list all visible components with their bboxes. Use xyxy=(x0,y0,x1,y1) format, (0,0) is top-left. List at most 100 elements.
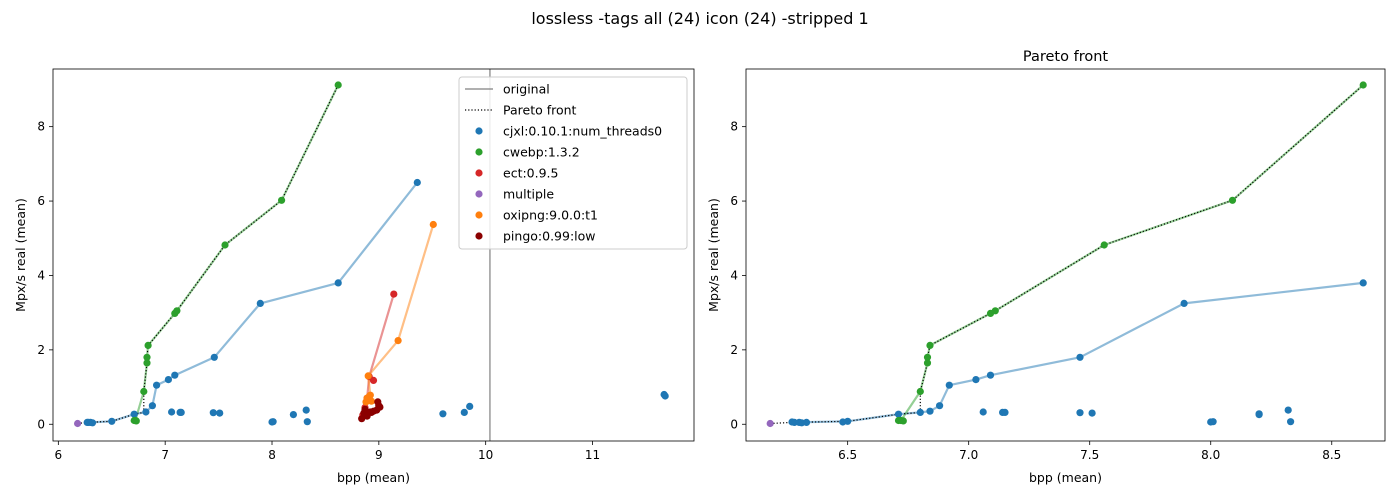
pareto-front-chart: Pareto front 6.5 7.0 7.5 8.0 8.5 0 2 4 6 8 bpp (mea… xyxy=(706,49,1386,485)
data-point-ect-0-9-5 xyxy=(369,376,378,384)
legend: original Pareto front cjxl:0.10.1:num_thre… xyxy=(458,76,688,250)
legend-label: cjxl:0.10.1:num_threads0 xyxy=(503,124,662,139)
data-point-cjxl-0-10-1-num-threads0 xyxy=(216,409,224,417)
data-point-cjxl-0-10-1-num-threads0 xyxy=(894,410,903,418)
legend-item-original: original xyxy=(465,82,550,97)
data-point-oxipng-9-0-0-t1 xyxy=(367,397,375,405)
legend-swatch-point xyxy=(475,211,483,219)
legend-swatch-point xyxy=(475,190,483,198)
series-line-cwebp-1-3-2 xyxy=(134,84,340,421)
legend-item-pareto-front: Pareto front xyxy=(465,103,577,118)
data-point-cjxl-0-10-1-num-threads0 xyxy=(979,408,987,416)
x-tick-label: 6.5 xyxy=(838,448,857,462)
data-point-cjxl-0-10-1-num-threads0 xyxy=(1287,418,1295,426)
data-point-cjxl-0-10-1-num-threads0 xyxy=(916,408,924,416)
legend-label: oxipng:9.0.0:t1 xyxy=(503,208,598,223)
plot-area xyxy=(766,81,1367,428)
x-tick-label: 8 xyxy=(268,448,276,462)
data-point-cjxl-0-10-1-num-threads0 xyxy=(1076,409,1084,417)
legend-item-cjxl-0-10-1-num-threads0: cjxl:0.10.1:num_threads0 xyxy=(475,124,662,139)
data-point-cjxl-0-10-1-num-threads0 xyxy=(153,381,161,389)
data-point-cjxl-0-10-1-num-threads0 xyxy=(130,410,138,418)
data-point-cwebp-1-3-2 xyxy=(278,196,286,204)
data-point-cwebp-1-3-2 xyxy=(132,417,140,425)
data-point-cjxl-0-10-1-num-threads0 xyxy=(986,371,995,379)
axes-frame xyxy=(745,68,1386,442)
figure-suptitle: lossless -tags all (24) icon (24) -strip… xyxy=(531,9,868,28)
data-point-cwebp-1-3-2 xyxy=(221,241,229,249)
data-point-cjxl-0-10-1-num-threads0 xyxy=(303,418,311,426)
series-line-cwebp-1-3-2 xyxy=(899,84,1364,422)
data-point-cjxl-0-10-1-num-threads0 xyxy=(460,408,468,416)
data-point-cjxl-0-10-1-num-threads0 xyxy=(802,418,811,426)
pareto-front-line xyxy=(770,84,1364,425)
data-point-cwebp-1-3-2 xyxy=(923,359,932,367)
legend-swatch-point xyxy=(475,169,483,177)
data-point-cwebp-1-3-2 xyxy=(899,417,907,425)
series-line-cjxl-0-10-1-num-threads0 xyxy=(90,181,419,424)
pareto-front-line xyxy=(77,84,339,425)
data-point-cwebp-1-3-2 xyxy=(173,307,181,315)
legend-swatch-point xyxy=(475,127,483,135)
data-point-cjxl-0-10-1-num-threads0 xyxy=(142,408,150,416)
data-point-cjxl-0-10-1-num-threads0 xyxy=(945,381,953,389)
data-point-cjxl-0-10-1-num-threads0 xyxy=(168,408,176,416)
data-point-cjxl-0-10-1-num-threads0 xyxy=(177,408,185,416)
data-point-cwebp-1-3-2 xyxy=(1228,196,1237,204)
y-axis-label: Mpx/s real (mean) xyxy=(13,198,28,312)
data-point-cjxl-0-10-1-num-threads0 xyxy=(1255,410,1263,418)
data-point-oxipng-9-0-0-t1 xyxy=(429,220,437,229)
y-tick-label: 2 xyxy=(37,343,45,357)
data-point-cwebp-1-3-2 xyxy=(334,81,342,89)
data-point-cwebp-1-3-2 xyxy=(143,359,151,367)
x-tick-label: 7.5 xyxy=(1080,448,1099,462)
data-point-pingo-0-99-low xyxy=(375,402,383,410)
x-axis-label: bpp (mean) xyxy=(337,470,410,485)
y-tick-label: 6 xyxy=(37,194,45,208)
legend-item-pingo-0-99-low: pingo:0.99:low xyxy=(475,229,596,244)
left-chart: 6 7 8 9 10 11 0 2 4 6 8 bpp (mean) Mpx/s real (mean)… xyxy=(13,68,695,485)
data-point-cjxl-0-10-1-num-threads0 xyxy=(164,376,172,384)
legend-label: ect:0.9.5 xyxy=(503,166,558,181)
x-tick-label: 6 xyxy=(55,448,63,462)
y-tick-label: 4 xyxy=(730,268,738,282)
data-point-cjxl-0-10-1-num-threads0 xyxy=(108,417,116,425)
data-point-cwebp-1-3-2 xyxy=(923,353,932,361)
data-point-cwebp-1-3-2 xyxy=(144,341,152,349)
x-tick-label: 9 xyxy=(375,448,383,462)
legend-item-oxipng-9-0-0-t1: oxipng:9.0.0:t1 xyxy=(475,208,598,223)
data-point-cwebp-1-3-2 xyxy=(143,353,151,361)
y-tick-label: 2 xyxy=(730,343,738,357)
data-point-cjxl-0-10-1-num-threads0 xyxy=(302,406,310,414)
data-point-cjxl-0-10-1-num-threads0 xyxy=(1180,299,1188,307)
data-point-cjxl-0-10-1-num-threads0 xyxy=(972,376,980,384)
y-tick-label: 0 xyxy=(730,417,738,431)
data-point-cjxl-0-10-1-num-threads0 xyxy=(1076,353,1084,361)
y-tick-label: 6 xyxy=(730,194,738,208)
legend-label: pingo:0.99:low xyxy=(503,229,596,244)
legend-label: multiple xyxy=(503,187,554,202)
legend-item-multiple: multiple xyxy=(475,187,554,202)
legend-label: original xyxy=(503,82,550,97)
data-point-cjxl-0-10-1-num-threads0 xyxy=(439,410,447,418)
data-point-cjxl-0-10-1-num-threads0 xyxy=(334,279,342,287)
data-point-ect-0-9-5 xyxy=(390,290,398,298)
data-point-oxipng-9-0-0-t1 xyxy=(364,372,372,380)
legend-swatch-point xyxy=(475,148,483,156)
data-point-cjxl-0-10-1-num-threads0 xyxy=(1088,409,1096,417)
data-point-multiple xyxy=(766,419,774,428)
legend-swatch-point xyxy=(475,232,483,240)
data-point-cjxl-0-10-1-num-threads0 xyxy=(839,418,847,426)
legend-item-ect-0-9-5: ect:0.9.5 xyxy=(475,166,558,181)
data-point-cjxl-0-10-1-num-threads0 xyxy=(88,419,97,427)
data-point-pingo-0-99-low xyxy=(363,412,371,420)
axes-frame xyxy=(52,68,695,442)
series-line-oxipng-9-0-0-t1 xyxy=(365,224,435,403)
y-tick-label: 8 xyxy=(730,120,738,134)
x-tick-label: 8.5 xyxy=(1322,448,1341,462)
y-axis-label: Mpx/s real (mean) xyxy=(706,198,721,312)
data-point-cjxl-0-10-1-num-threads0 xyxy=(466,402,474,410)
data-point-cjxl-0-10-1-num-threads0 xyxy=(413,178,421,187)
data-point-cjxl-0-10-1-num-threads0 xyxy=(936,402,944,410)
